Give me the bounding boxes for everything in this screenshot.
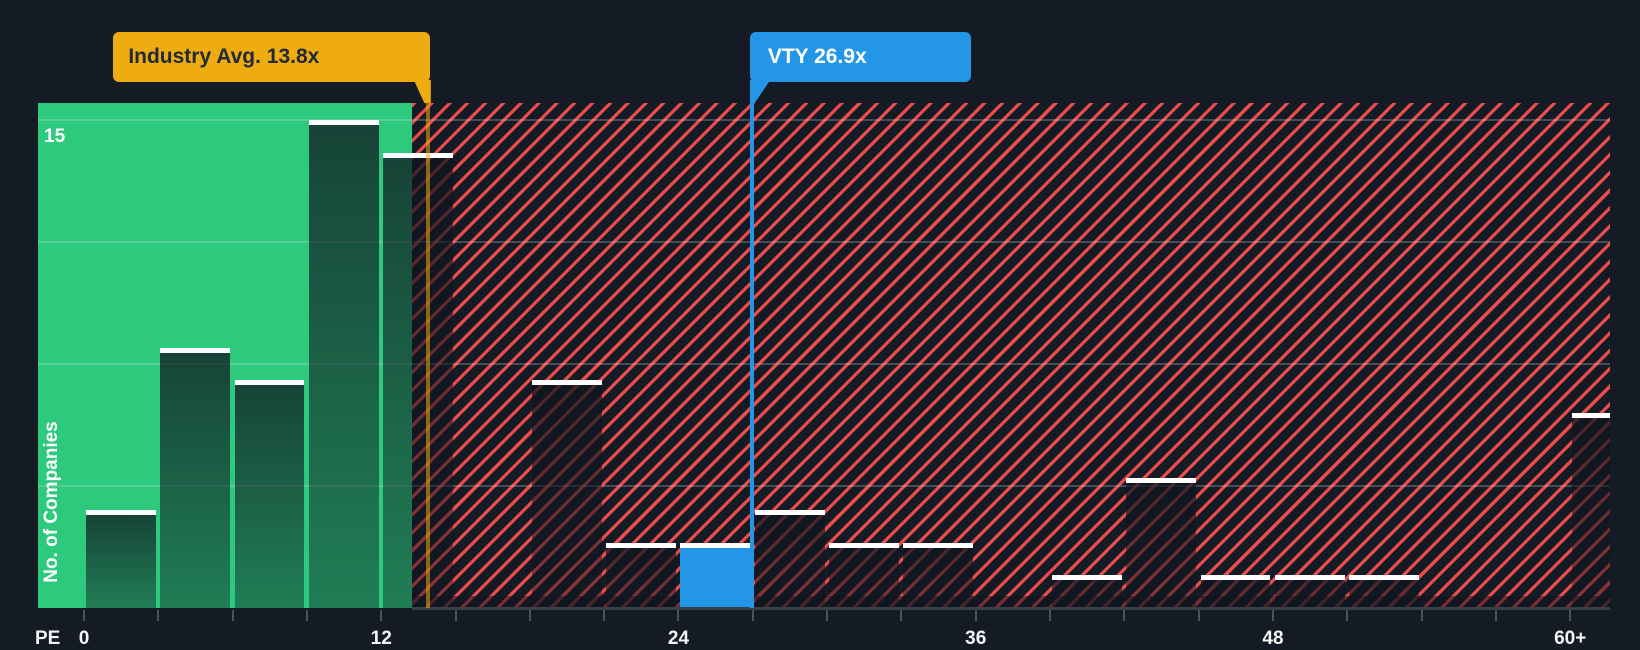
- axis-tick-48: [1271, 610, 1274, 621]
- axis-tick-3: [157, 610, 160, 621]
- bar-pe-42-45[interactable]: [1126, 477, 1197, 608]
- axis-tick-39: [1049, 610, 1052, 621]
- x-tick-label-48: 48: [1262, 628, 1284, 649]
- bar-pe-3-6[interactable]: [160, 347, 231, 608]
- bar-pe-12-15[interactable]: [383, 152, 454, 608]
- bar-pe-33-36[interactable]: [903, 542, 974, 608]
- above-average-zone-hatched: [412, 103, 1610, 608]
- axis-tick-51: [1346, 610, 1349, 621]
- company-pe-line: [750, 80, 755, 608]
- bar-pe-18-21[interactable]: [531, 380, 602, 608]
- industry-avg-line: [425, 100, 430, 608]
- company-pe-callout-tail: [750, 80, 771, 103]
- bar-pe-6-9[interactable]: [234, 380, 305, 608]
- bar-pe-27-30[interactable]: [754, 510, 825, 608]
- axis-tick-54: [1420, 610, 1423, 621]
- gridline-0: [38, 119, 1610, 121]
- bar-pe-48-51[interactable]: [1274, 575, 1345, 608]
- bar-pe-0-3[interactable]: [86, 510, 156, 608]
- axis-tick-42: [1123, 610, 1126, 621]
- bar-pe-30-33[interactable]: [829, 542, 899, 608]
- bar-pe-45-48[interactable]: [1200, 575, 1271, 608]
- x-axis-title: PE: [35, 628, 61, 649]
- axis-tick-36: [974, 610, 977, 621]
- company-bar[interactable]: [680, 542, 751, 608]
- company-pe-callout-label: VTY 26.9x: [767, 45, 867, 68]
- axis-tick-60: [1569, 610, 1572, 621]
- axis-tick-24: [677, 610, 680, 621]
- axis-tick-21: [603, 610, 606, 621]
- axis-tick-0: [83, 610, 85, 621]
- bar-pe-60-plus[interactable]: [1572, 412, 1610, 608]
- x-tick-label-36: 36: [965, 628, 987, 649]
- gridline-2: [38, 363, 1610, 365]
- bar-pe-9-12[interactable]: [308, 120, 379, 608]
- y-axis-max-label: 15: [44, 126, 66, 147]
- axis-tick-57: [1494, 610, 1497, 621]
- bar-pe-21-24[interactable]: [606, 542, 676, 608]
- industry-avg-callout-label: Industry Avg. 13.8x: [128, 45, 320, 68]
- industry-avg-callout-tail: [413, 80, 431, 103]
- gridline-1: [38, 241, 1610, 243]
- axis-tick-30: [826, 610, 829, 621]
- gridline-3: [38, 485, 1610, 487]
- axis-tick-27: [751, 610, 754, 621]
- axis-tick-15: [454, 610, 457, 621]
- axis-tick-18: [528, 610, 531, 621]
- y-axis-title: No. of Companies: [41, 421, 62, 583]
- axis-tick-33: [900, 610, 903, 621]
- axis-baseline: [412, 607, 1610, 610]
- x-tick-label-60+: 60+: [1554, 628, 1587, 649]
- x-tick-label-0: 0: [78, 628, 90, 649]
- axis-tick-45: [1197, 610, 1200, 621]
- axis-tick-12: [380, 610, 383, 621]
- axis-tick-6: [231, 610, 234, 621]
- bar-pe-39-42[interactable]: [1052, 575, 1122, 608]
- x-tick-label-24: 24: [667, 628, 690, 649]
- x-tick-label-12: 12: [370, 628, 392, 649]
- bar-pe-51-54[interactable]: [1349, 575, 1420, 608]
- axis-tick-9: [305, 610, 308, 621]
- company-pe-callout: VTY 26.9x: [749, 32, 971, 82]
- industry-avg-callout: Industry Avg. 13.8x: [113, 32, 431, 82]
